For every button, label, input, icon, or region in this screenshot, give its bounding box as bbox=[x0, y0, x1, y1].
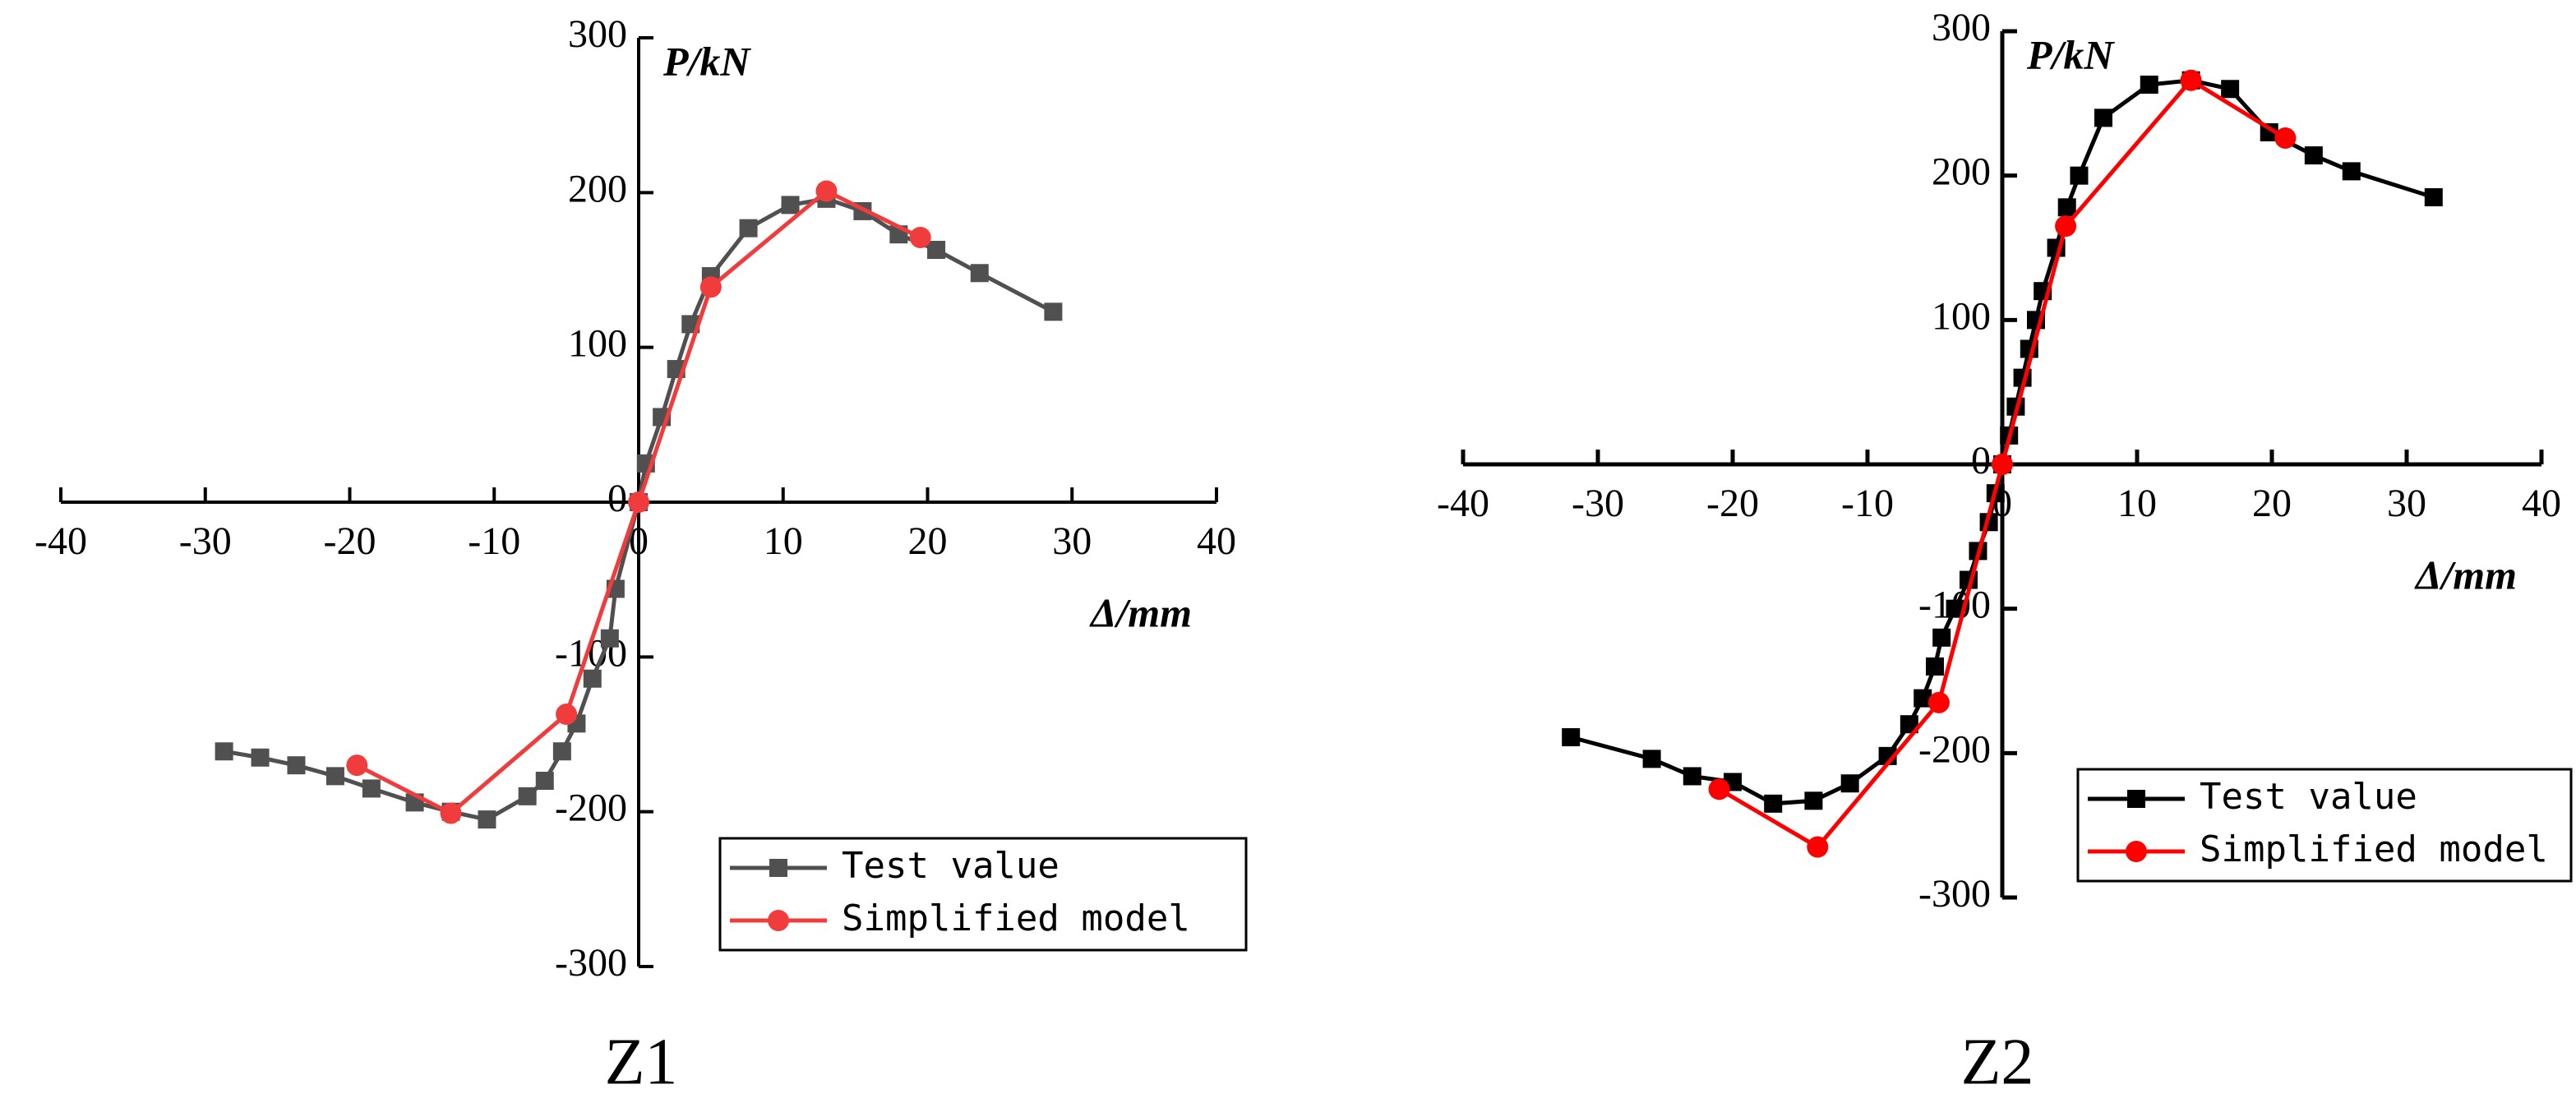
marker bbox=[2057, 198, 2076, 217]
marker bbox=[909, 226, 931, 248]
x-tick-label: -20 bbox=[324, 519, 376, 563]
marker bbox=[440, 802, 462, 824]
x-tick-label: 30 bbox=[1052, 519, 1092, 563]
marker bbox=[1927, 691, 1950, 713]
marker bbox=[535, 772, 554, 790]
marker bbox=[1044, 302, 1063, 321]
marker bbox=[251, 748, 270, 767]
marker bbox=[970, 264, 989, 283]
y-tick-label: -300 bbox=[555, 941, 627, 985]
marker bbox=[1804, 791, 1823, 810]
chart-title: Z1 bbox=[605, 1026, 678, 1098]
marker bbox=[2274, 127, 2297, 149]
x-tick-label: -20 bbox=[1706, 482, 1759, 525]
marker bbox=[1946, 599, 1964, 618]
x-tick-label: 10 bbox=[764, 519, 803, 563]
marker bbox=[2342, 162, 2361, 181]
legend-label: Test value bbox=[842, 845, 1059, 887]
marker bbox=[1683, 767, 1701, 786]
marker bbox=[2140, 75, 2158, 94]
marker bbox=[2070, 166, 2089, 185]
y-tick-label: 200 bbox=[568, 167, 627, 210]
marker bbox=[781, 196, 800, 215]
marker bbox=[2094, 108, 2112, 127]
marker bbox=[1562, 728, 1581, 747]
marker bbox=[1932, 628, 1951, 647]
legend-box bbox=[718, 837, 1248, 952]
marker bbox=[2221, 80, 2240, 99]
marker bbox=[1914, 689, 1932, 708]
x-tick-label: -30 bbox=[179, 519, 232, 563]
y-tick-label: 100 bbox=[1932, 294, 1991, 338]
marker bbox=[699, 276, 722, 298]
marker bbox=[518, 787, 537, 805]
legend-label: Test value bbox=[2200, 776, 2417, 818]
x-axis-label: Δ/mm bbox=[2414, 551, 2517, 598]
x-tick-label: 20 bbox=[908, 519, 948, 563]
marker bbox=[769, 859, 787, 877]
marker bbox=[628, 491, 649, 513]
x-tick-label: 20 bbox=[2252, 482, 2292, 525]
marker bbox=[215, 742, 233, 761]
x-tick-label: -40 bbox=[35, 519, 87, 563]
y-axis-label: P/kN bbox=[2026, 31, 2115, 77]
marker bbox=[1992, 454, 2013, 475]
marker bbox=[362, 779, 381, 798]
marker bbox=[1926, 657, 1944, 676]
marker bbox=[556, 704, 578, 726]
marker bbox=[2055, 215, 2077, 238]
y-tick-label: -200 bbox=[555, 787, 627, 830]
chart-title: Z2 bbox=[1961, 1026, 2034, 1098]
y-tick-label: 300 bbox=[568, 12, 627, 56]
marker bbox=[815, 180, 838, 202]
marker bbox=[325, 767, 344, 786]
x-tick-label: 40 bbox=[1197, 519, 1236, 563]
marker bbox=[2126, 841, 2147, 862]
marker bbox=[1840, 774, 1859, 793]
x-tick-label: -10 bbox=[468, 519, 520, 563]
y-axis-label: P/kN bbox=[662, 38, 751, 84]
legend-box bbox=[2076, 768, 2573, 883]
x-tick-label: 10 bbox=[2117, 482, 2157, 525]
y-tick-label: 0 bbox=[607, 477, 627, 520]
marker bbox=[2127, 790, 2145, 808]
marker bbox=[1642, 750, 1661, 768]
marker bbox=[1900, 715, 1918, 734]
marker bbox=[600, 629, 619, 648]
marker bbox=[2180, 69, 2202, 91]
marker bbox=[346, 754, 368, 777]
marker bbox=[1708, 778, 1730, 801]
legend-label: Simplified model bbox=[842, 897, 1190, 939]
x-axis-label: Δ/mm bbox=[1089, 589, 1192, 635]
y-tick-label: -300 bbox=[1918, 872, 1991, 916]
x-tick-label: 30 bbox=[2387, 482, 2426, 525]
y-tick-label: 200 bbox=[1932, 150, 1991, 194]
marker bbox=[2304, 146, 2323, 165]
marker bbox=[1807, 836, 1829, 858]
x-tick-label: 40 bbox=[2522, 482, 2561, 525]
y-tick-label: 0 bbox=[1971, 439, 1991, 482]
y-tick-label: -200 bbox=[1918, 727, 1991, 771]
marker bbox=[768, 910, 789, 931]
marker bbox=[583, 669, 602, 688]
marker bbox=[2424, 188, 2443, 207]
x-tick-label: -10 bbox=[1841, 482, 1894, 525]
x-tick-label: -40 bbox=[1437, 482, 1489, 525]
marker bbox=[552, 742, 571, 761]
y-tick-label: 300 bbox=[1932, 6, 1991, 49]
x-tick-label: -30 bbox=[1572, 482, 1624, 525]
marker bbox=[927, 241, 946, 260]
legend-label: Simplified model bbox=[2200, 828, 2548, 870]
marker bbox=[1764, 794, 1783, 813]
marker bbox=[739, 219, 758, 238]
y-tick-label: 100 bbox=[568, 322, 627, 366]
marker bbox=[478, 810, 496, 829]
marker bbox=[287, 756, 306, 775]
